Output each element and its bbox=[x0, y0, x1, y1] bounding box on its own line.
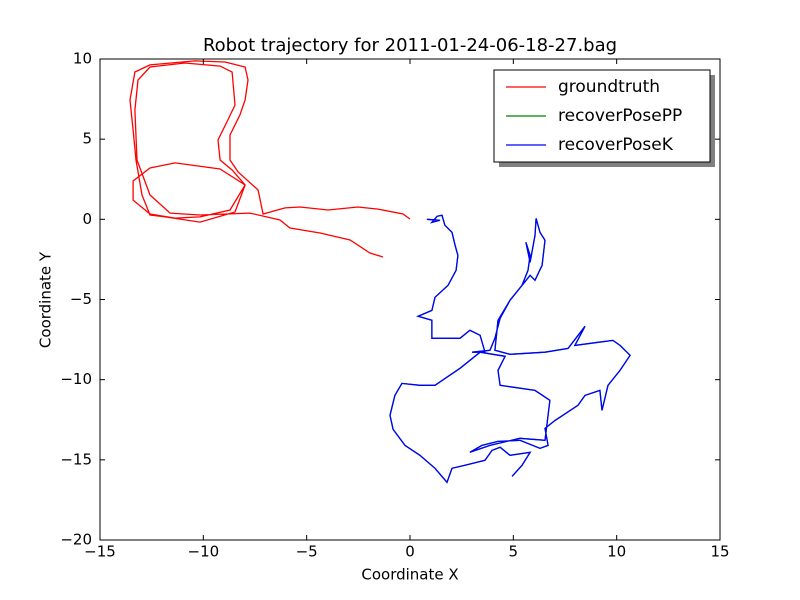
trajectory-line bbox=[389, 214, 631, 484]
x-tick-label: 15 bbox=[710, 543, 729, 561]
y-tick-label: 10 bbox=[73, 50, 92, 68]
x-axis-label: Coordinate X bbox=[361, 566, 458, 584]
y-tick-label: −20 bbox=[60, 531, 92, 549]
x-tick-label: 10 bbox=[607, 543, 626, 561]
y-tick-label: −15 bbox=[60, 450, 92, 468]
y-tick-label: −5 bbox=[70, 290, 92, 308]
trajectory-line bbox=[129, 60, 411, 258]
x-tick-label: −10 bbox=[188, 543, 220, 561]
x-tick-label: −15 bbox=[84, 543, 116, 561]
y-tick-label: 0 bbox=[82, 210, 92, 228]
y-tick-label: −10 bbox=[60, 370, 92, 388]
legend-label: groundtruth bbox=[558, 77, 660, 97]
chart-title: Robot trajectory for 2011-01-24-06-18-27… bbox=[203, 35, 617, 56]
x-tick-label: 0 bbox=[405, 543, 415, 561]
y-axis-label: Coordinate Y bbox=[37, 251, 55, 348]
x-tick-label: 5 bbox=[509, 543, 519, 561]
legend-label: recoverPoseK bbox=[558, 135, 674, 155]
legend-label: recoverPosePP bbox=[558, 106, 682, 126]
y-tick-label: 5 bbox=[82, 130, 92, 148]
x-tick-label: −5 bbox=[296, 543, 318, 561]
